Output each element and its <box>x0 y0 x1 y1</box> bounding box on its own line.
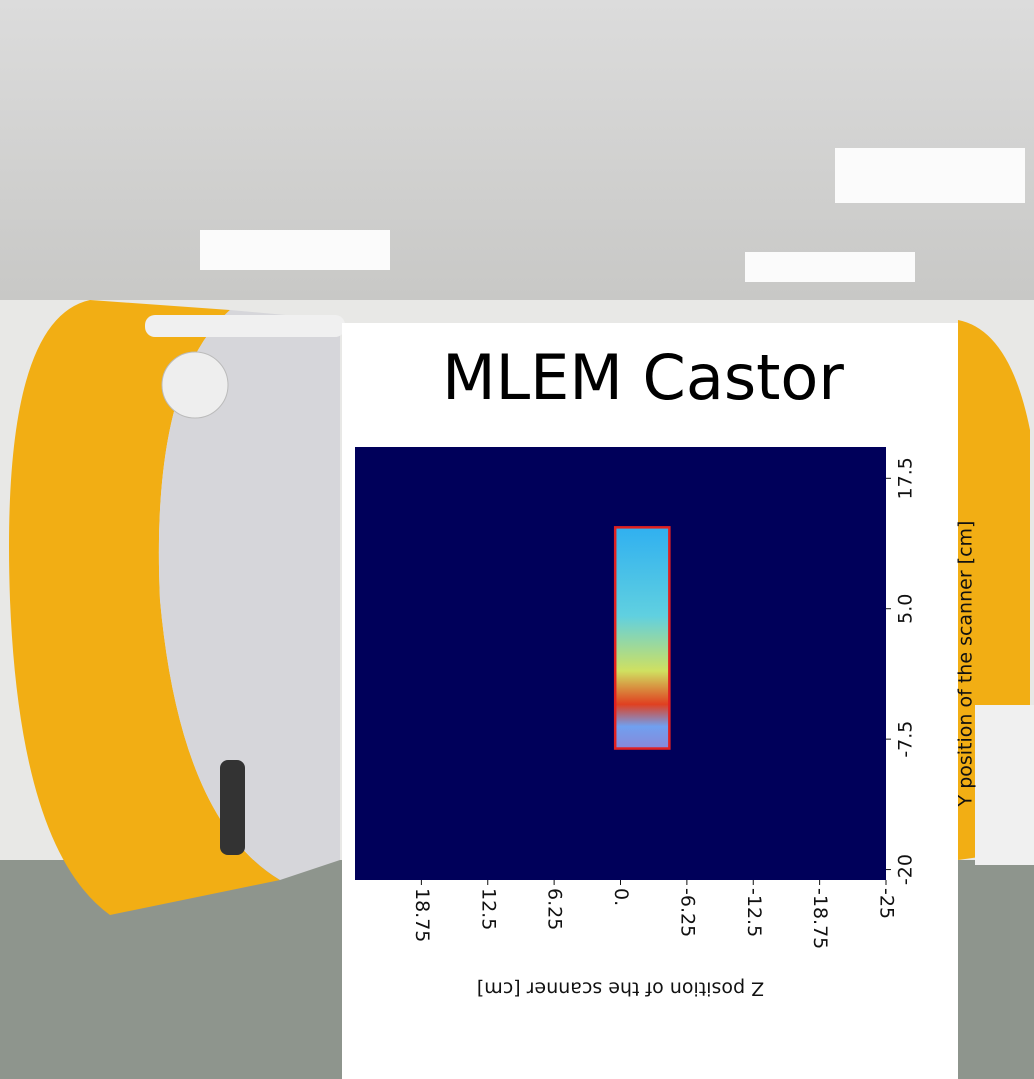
y-tick-label: -20 <box>895 854 917 885</box>
y-axis-label: Y position of the scanner [cm] <box>955 521 977 808</box>
y-tick-label: -7.5 <box>895 721 917 758</box>
x-axis-label: Z position of the scanner [cm] <box>477 978 764 1000</box>
chart-title: MLEM Castor <box>442 341 844 414</box>
activity-region <box>615 527 669 748</box>
scene: MLEM Castor 18.75 12.5 6.25 0. -6.25 -12.5 -18… <box>0 0 1034 1079</box>
x-tick-label: 6.25 <box>544 888 566 930</box>
x-tick-label: 12.5 <box>477 888 499 930</box>
y-tick-label: 17.5 <box>895 457 917 499</box>
x-tick-label: -18.75 <box>809 888 831 949</box>
x-tick-label: 18.75 <box>411 888 433 942</box>
x-tick-label: -12.5 <box>743 888 765 937</box>
x-tick-label: -6.25 <box>676 888 698 937</box>
x-tick-label: -25 <box>876 888 898 919</box>
x-tick-label: 0. <box>610 888 632 906</box>
page: {"chart_data": {"type": "heatmap", "titl… <box>0 0 1034 1079</box>
y-tick-label: 5.0 <box>895 594 917 624</box>
